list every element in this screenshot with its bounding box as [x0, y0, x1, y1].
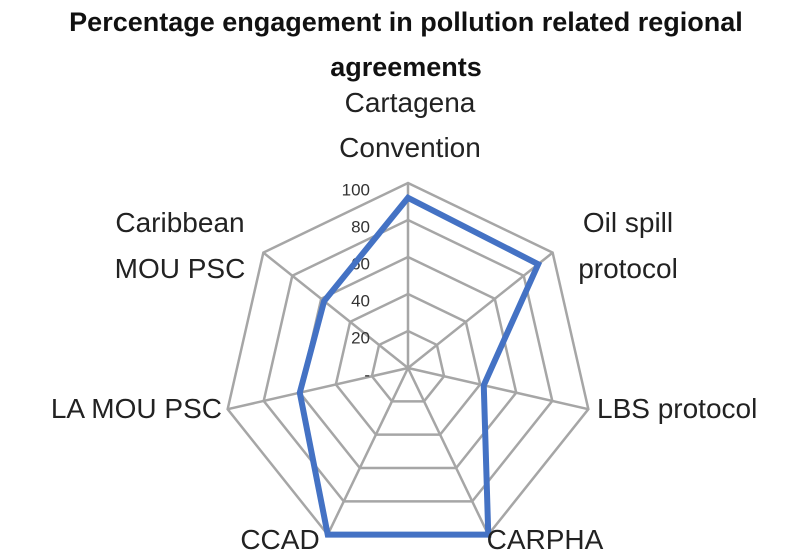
category-label: LBS protocol: [597, 393, 758, 424]
category-label: Caribbean MOU PSC: [114, 207, 246, 284]
spoke: [326, 367, 410, 536]
category-label: LA MOU PSC: [50, 393, 222, 424]
series-line: [296, 194, 543, 538]
category-label: Cartagena Convention: [339, 87, 481, 163]
spoke: [407, 251, 554, 369]
r-tick-label: 20: [351, 328, 370, 347]
r-tick-label: 100: [342, 180, 370, 199]
r-tick-label: -: [364, 365, 370, 384]
chart-title: Percentage engagement in pollution relat…: [69, 7, 743, 82]
spoke: [407, 366, 589, 411]
spoke: [227, 366, 409, 411]
grid-ring: [370, 329, 446, 403]
grid-ring: [262, 218, 554, 503]
category-label: CARPHA: [486, 524, 604, 555]
r-tick-label: 80: [351, 217, 370, 236]
spoke: [262, 251, 409, 369]
category-label: Oil spill protocol: [578, 207, 678, 284]
r-tick-label: 40: [351, 291, 370, 310]
grid-ring: [334, 292, 482, 436]
spoke: [406, 367, 490, 536]
category-label: CCAD: [240, 524, 320, 555]
